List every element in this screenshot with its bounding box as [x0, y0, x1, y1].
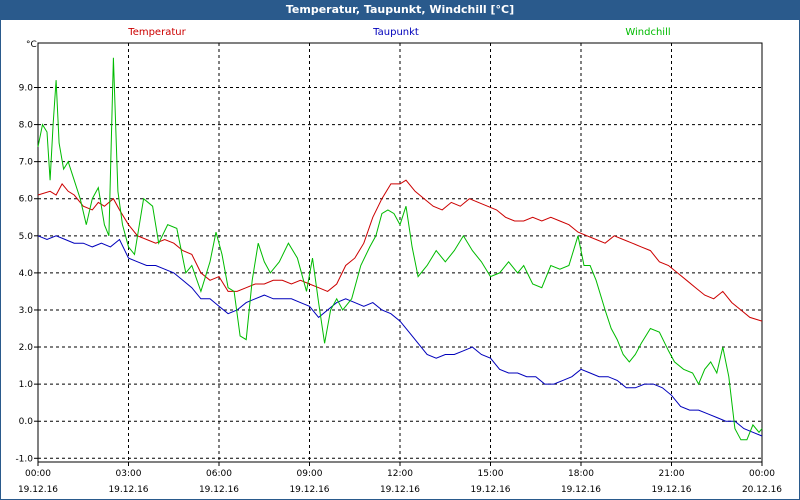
x-tick-time-label: 15:00	[478, 469, 504, 479]
x-tick-time-label: 09:00	[297, 469, 323, 479]
y-tick-label: 1.0	[19, 380, 34, 390]
x-tick-time-label: 12:00	[387, 469, 413, 479]
y-tick-label: 4.0	[19, 269, 34, 279]
x-tick-date-label: 20.12.16	[742, 485, 782, 495]
series-line-temperatur	[37, 179, 763, 322]
y-tick-label: 3.0	[19, 306, 34, 316]
y-tick-label: 6.0	[19, 195, 34, 205]
series-line-windchill	[37, 57, 763, 441]
window-title: Temperatur, Taupunkt, Windchill [°C]	[0, 0, 800, 20]
x-tick-date-label: 19.12.16	[651, 485, 691, 495]
series-line-taupunkt	[37, 235, 763, 437]
y-tick-label: 9.0	[19, 83, 34, 93]
y-axis-label: °C	[26, 40, 37, 50]
x-tick-date-label: 19.12.16	[289, 485, 329, 495]
x-tick-date-label: 19.12.16	[18, 485, 58, 495]
y-tick-label: -1.0	[15, 454, 33, 464]
y-tick-label: 7.0	[19, 158, 34, 168]
x-tick-time-label: 06:00	[206, 469, 232, 479]
x-tick-time-label: 21:00	[659, 469, 685, 479]
legend-windchill: Windchill	[625, 27, 670, 38]
y-tick-label: 0.0	[19, 417, 34, 427]
x-tick-date-label: 19.12.16	[561, 485, 601, 495]
x-tick-time-label: 00:00	[749, 469, 775, 479]
y-tick-label: 2.0	[19, 343, 34, 353]
x-tick-time-label: 18:00	[568, 469, 594, 479]
legend-temperatur: Temperatur	[127, 27, 186, 38]
y-tick-label: 8.0	[19, 121, 34, 131]
x-tick-date-label: 19.12.16	[470, 485, 510, 495]
x-tick-time-label: 03:00	[116, 469, 142, 479]
legend-taupunkt: Taupunkt	[372, 27, 419, 38]
y-tick-label: 5.0	[19, 232, 34, 242]
x-tick-date-label: 19.12.16	[380, 485, 420, 495]
x-tick-time-label: 00:00	[25, 469, 51, 479]
x-tick-date-label: 19.12.16	[199, 485, 239, 495]
x-tick-date-label: 19.12.16	[108, 485, 148, 495]
